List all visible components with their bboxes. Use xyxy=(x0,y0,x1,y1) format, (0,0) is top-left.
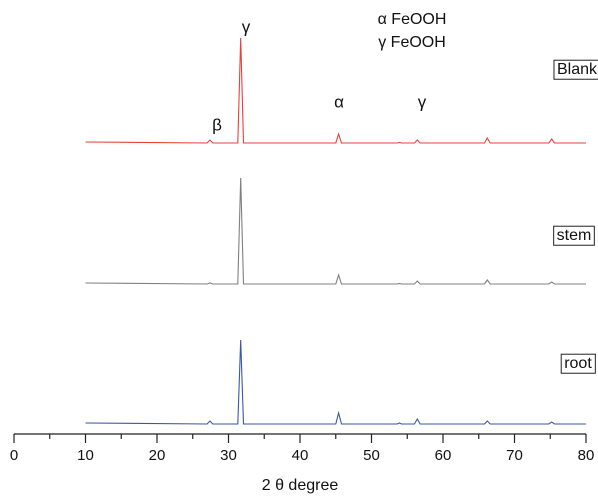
x-tick-label: 80 xyxy=(578,447,595,464)
x-tick-label: 40 xyxy=(292,447,309,464)
peak-annotation: γ xyxy=(242,17,251,36)
x-tick-label: 50 xyxy=(363,447,380,464)
x-tick-label: 30 xyxy=(220,447,237,464)
phase-label: α FeOOH xyxy=(378,11,447,28)
x-tick-label: 20 xyxy=(149,447,166,464)
series-label: Blank xyxy=(557,61,598,78)
peak-annotation: α xyxy=(334,92,344,111)
series-label: root xyxy=(564,355,592,372)
x-tick-label: 10 xyxy=(77,447,94,464)
x-tick-label: 60 xyxy=(435,447,452,464)
xrd-pattern xyxy=(85,37,586,144)
xrd-pattern xyxy=(85,339,586,425)
phase-label: γ FeOOH xyxy=(378,34,446,51)
peak-annotation: β xyxy=(212,115,222,134)
x-axis-label: 2 θ degree xyxy=(262,477,339,494)
series-label: stem xyxy=(557,227,592,244)
peak-annotation: γ xyxy=(418,92,427,111)
x-tick-label: 0 xyxy=(10,447,18,464)
series-label-box xyxy=(553,225,595,246)
xrd-pattern xyxy=(85,177,586,285)
series-label-box xyxy=(560,353,596,374)
series-label-box xyxy=(553,59,598,80)
x-tick-label: 70 xyxy=(506,447,523,464)
